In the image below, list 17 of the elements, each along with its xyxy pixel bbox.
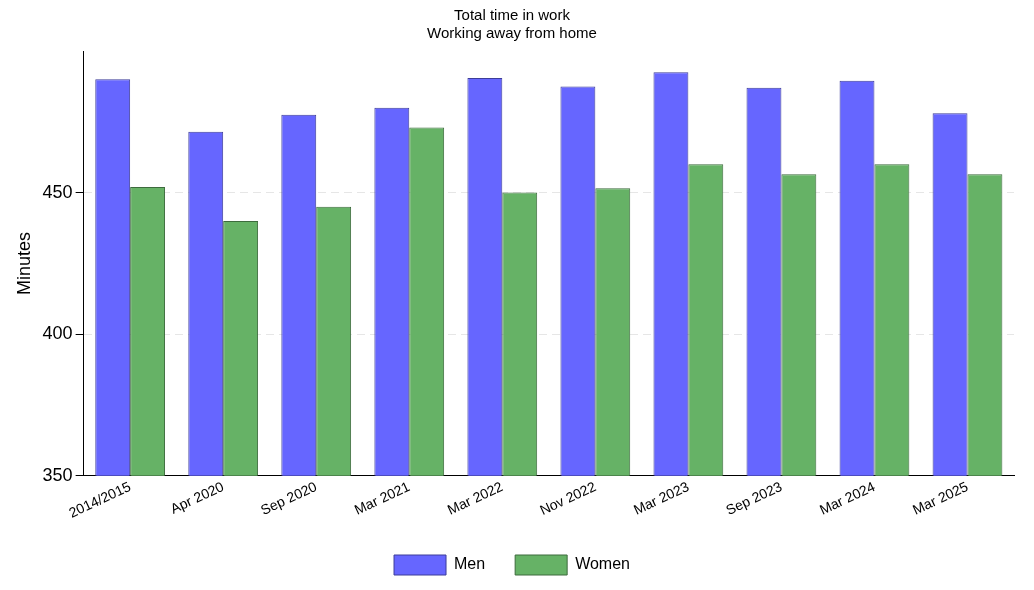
legend-label: Men [454, 555, 486, 573]
x-tick-label: Mar 2022 [444, 478, 506, 518]
y-tick-label: 400 [42, 323, 73, 344]
x-tick-label: Apr 2020 [167, 478, 227, 517]
x-tick-label: Nov 2022 [537, 478, 599, 518]
chart-title: Total time in work [454, 6, 571, 24]
x-tick-label: Sep 2020 [258, 478, 320, 518]
x-tick-label: Mar 2025 [910, 478, 971, 518]
y-tick-label: 350 [42, 464, 73, 485]
legend-label: Women [575, 555, 630, 573]
y-axis-title: Minutes [13, 231, 34, 295]
x-tick-label: Mar 2021 [351, 478, 413, 518]
x-tick-label: Mar 2024 [816, 478, 878, 518]
y-tick-label: 450 [42, 181, 73, 202]
x-tick-label: Sep 2023 [723, 478, 785, 518]
x-tick-label: Mar 2023 [630, 478, 692, 518]
chart-subtitle: Working away from home [427, 24, 597, 42]
